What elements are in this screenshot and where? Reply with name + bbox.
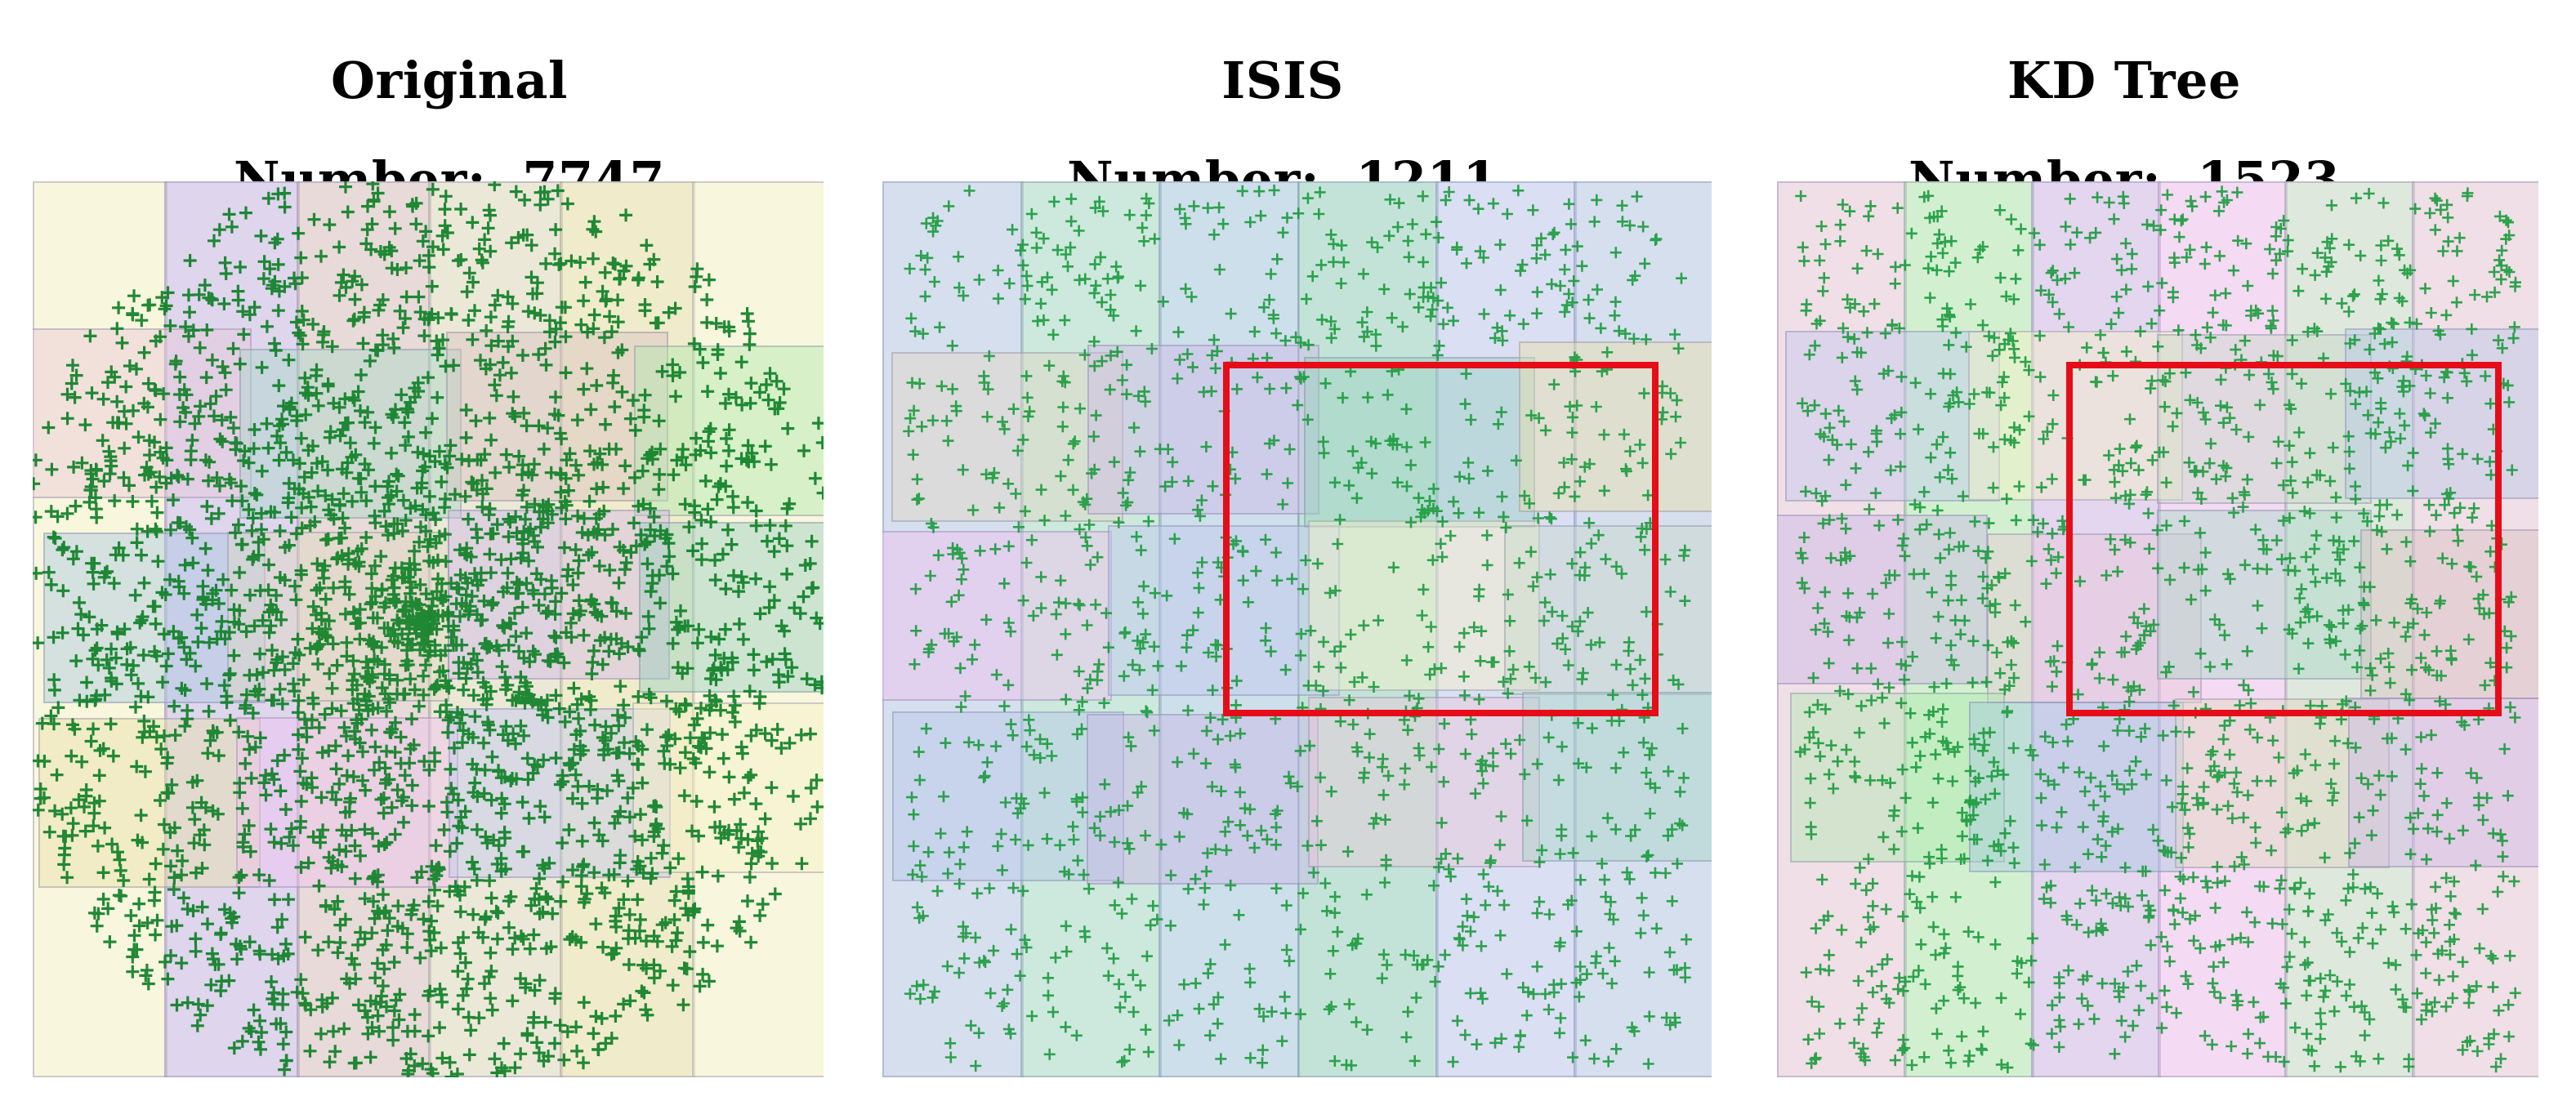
scatter-points (33, 181, 824, 1077)
grid-column-cell (691, 181, 824, 1077)
grid-tile-cell (2174, 698, 2390, 869)
grid-tile-cell (1968, 330, 2184, 502)
grid-tile-cell (2344, 328, 2538, 499)
panel-kdtree-map (1777, 181, 2538, 1077)
grid-tile-cell (2347, 697, 2538, 867)
panel-title: Original (331, 51, 568, 110)
grid-column-cell (882, 181, 1025, 1077)
panel-title: ISIS (1221, 51, 1344, 110)
grid-tile-cell (1522, 691, 1712, 863)
panel-original-map (33, 181, 824, 1077)
highlight-box-kdtree (2066, 362, 2502, 716)
grid-tile-cell (891, 351, 1123, 523)
highlight-box-isis (1223, 362, 1659, 716)
grid-tile-cell (1789, 692, 2005, 863)
grid-column-cell (2284, 181, 2415, 1077)
panel-isis-map (882, 181, 1712, 1077)
grid-tile-cell (1518, 341, 1712, 512)
panel-title: KD Tree (2007, 51, 2241, 110)
title-original: Original Number: 7747 (41, 29, 858, 232)
scatter-points (1794, 185, 2521, 1074)
grid-tile-cell (1087, 345, 1320, 515)
grid-tile-cell (38, 717, 261, 888)
scatter-points (903, 185, 1692, 1072)
grid-tile-cell (1087, 714, 1319, 885)
grid-tile-cell (1307, 520, 1540, 691)
grid-tile-cell (1968, 702, 2184, 872)
grid-column-cell (1573, 181, 1712, 1077)
grid-tile-cell (1987, 533, 2203, 704)
